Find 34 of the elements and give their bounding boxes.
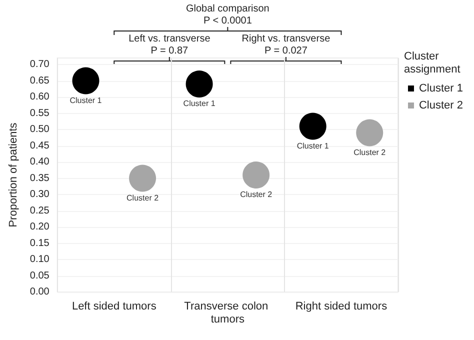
- y-tick-label: 0.45: [30, 140, 50, 152]
- y-tick-label: 0.00: [30, 286, 50, 298]
- y-tick-label: 0.50: [30, 124, 50, 135]
- x-tick-label: Right sided tumors: [295, 300, 388, 312]
- text: P = 0.87: [150, 46, 189, 56]
- legend-label: Cluster 2: [418, 100, 464, 112]
- y-tick-label: 0.30: [30, 189, 50, 200]
- text: Cluster 1: [183, 99, 216, 108]
- y-tick-label: 0.55: [30, 108, 50, 119]
- y-axis-title: Proportion of patients: [8, 122, 20, 228]
- text: Cluster 2: [354, 148, 386, 157]
- y-tick-label: 0.70: [30, 59, 50, 70]
- text: P < 0.0001: [203, 16, 252, 26]
- text: P = 0.027: [264, 46, 308, 56]
- x-tick-label: Left sided tumors: [72, 300, 157, 312]
- y-tick-label: 0.15: [30, 238, 50, 249]
- text: Global comparison: [186, 4, 270, 14]
- text: Cluster 2: [126, 193, 159, 202]
- y-tick-label: 0.25: [30, 205, 50, 216]
- legend-title: Cluster assignment: [404, 50, 460, 76]
- text: Right vs. transverse: [242, 34, 331, 44]
- x-tick-label: Transverse colon tumors: [184, 300, 272, 326]
- text: Left vs. transverse: [128, 34, 211, 44]
- y-tick-label: 0.40: [30, 156, 50, 168]
- text: Cluster 1: [296, 141, 329, 150]
- y-tick-label: 0.05: [30, 270, 50, 282]
- legend-label: Cluster 1: [418, 82, 464, 94]
- y-tick-label: 0.60: [30, 92, 50, 102]
- y-tick-label: 0.65: [30, 75, 50, 86]
- y-tick-label: 0.35: [30, 172, 50, 184]
- y-tick-label: 0.20: [30, 222, 50, 232]
- text: Cluster 2: [240, 190, 272, 199]
- text: Cluster 1: [70, 96, 102, 105]
- y-tick-label: 0.10: [30, 254, 50, 265]
